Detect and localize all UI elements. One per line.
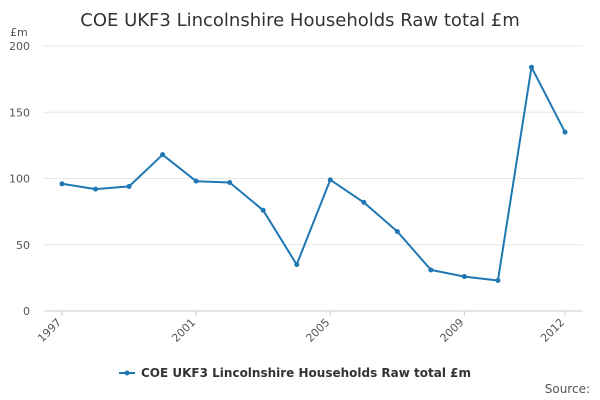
x-tick-label: 2012 — [538, 316, 567, 345]
data-point[interactable] — [160, 152, 166, 158]
x-axis: 1997 2001 2005 2009 2012 — [35, 310, 583, 345]
legend-series-marker — [124, 370, 130, 376]
x-tick-label: 2009 — [438, 316, 467, 345]
data-point[interactable] — [528, 64, 534, 70]
data-point[interactable] — [327, 177, 333, 183]
y-tick-label: 100 — [9, 173, 30, 186]
data-point[interactable] — [461, 274, 467, 280]
x-tick-label: 1997 — [35, 316, 64, 345]
y-tick-label: 200 — [9, 40, 30, 53]
data-point[interactable] — [126, 183, 132, 189]
data-point[interactable] — [93, 186, 99, 192]
x-tick-label: 2001 — [169, 316, 198, 345]
y-axis-unit-label: £m — [10, 26, 28, 39]
series-line — [61, 66, 566, 282]
data-point[interactable] — [562, 129, 568, 135]
data-point[interactable] — [294, 262, 300, 268]
data-point[interactable] — [361, 199, 367, 205]
data-point[interactable] — [59, 181, 65, 187]
data-point[interactable] — [394, 229, 400, 234]
y-axis-ticks: 0 50 100 150 200 — [9, 40, 30, 318]
legend[interactable]: COE UKF3 Lincolnshire Households Raw tot… — [119, 366, 471, 380]
grid-lines — [44, 45, 583, 246]
source-label: Source: — [545, 382, 590, 396]
y-tick-label: 50 — [16, 239, 30, 252]
data-point[interactable] — [495, 278, 501, 284]
y-tick-label: 0 — [23, 305, 30, 318]
y-tick-label: 150 — [9, 106, 30, 119]
data-point[interactable] — [193, 178, 199, 184]
legend-series-label: COE UKF3 Lincolnshire Households Raw tot… — [141, 366, 471, 380]
data-point[interactable] — [227, 179, 233, 185]
data-point[interactable] — [428, 267, 434, 273]
x-tick-label: 2005 — [303, 316, 332, 345]
series-layer — [59, 64, 568, 284]
data-point[interactable] — [260, 207, 266, 213]
chart-title: COE UKF3 Lincolnshire Households Raw tot… — [80, 10, 520, 31]
